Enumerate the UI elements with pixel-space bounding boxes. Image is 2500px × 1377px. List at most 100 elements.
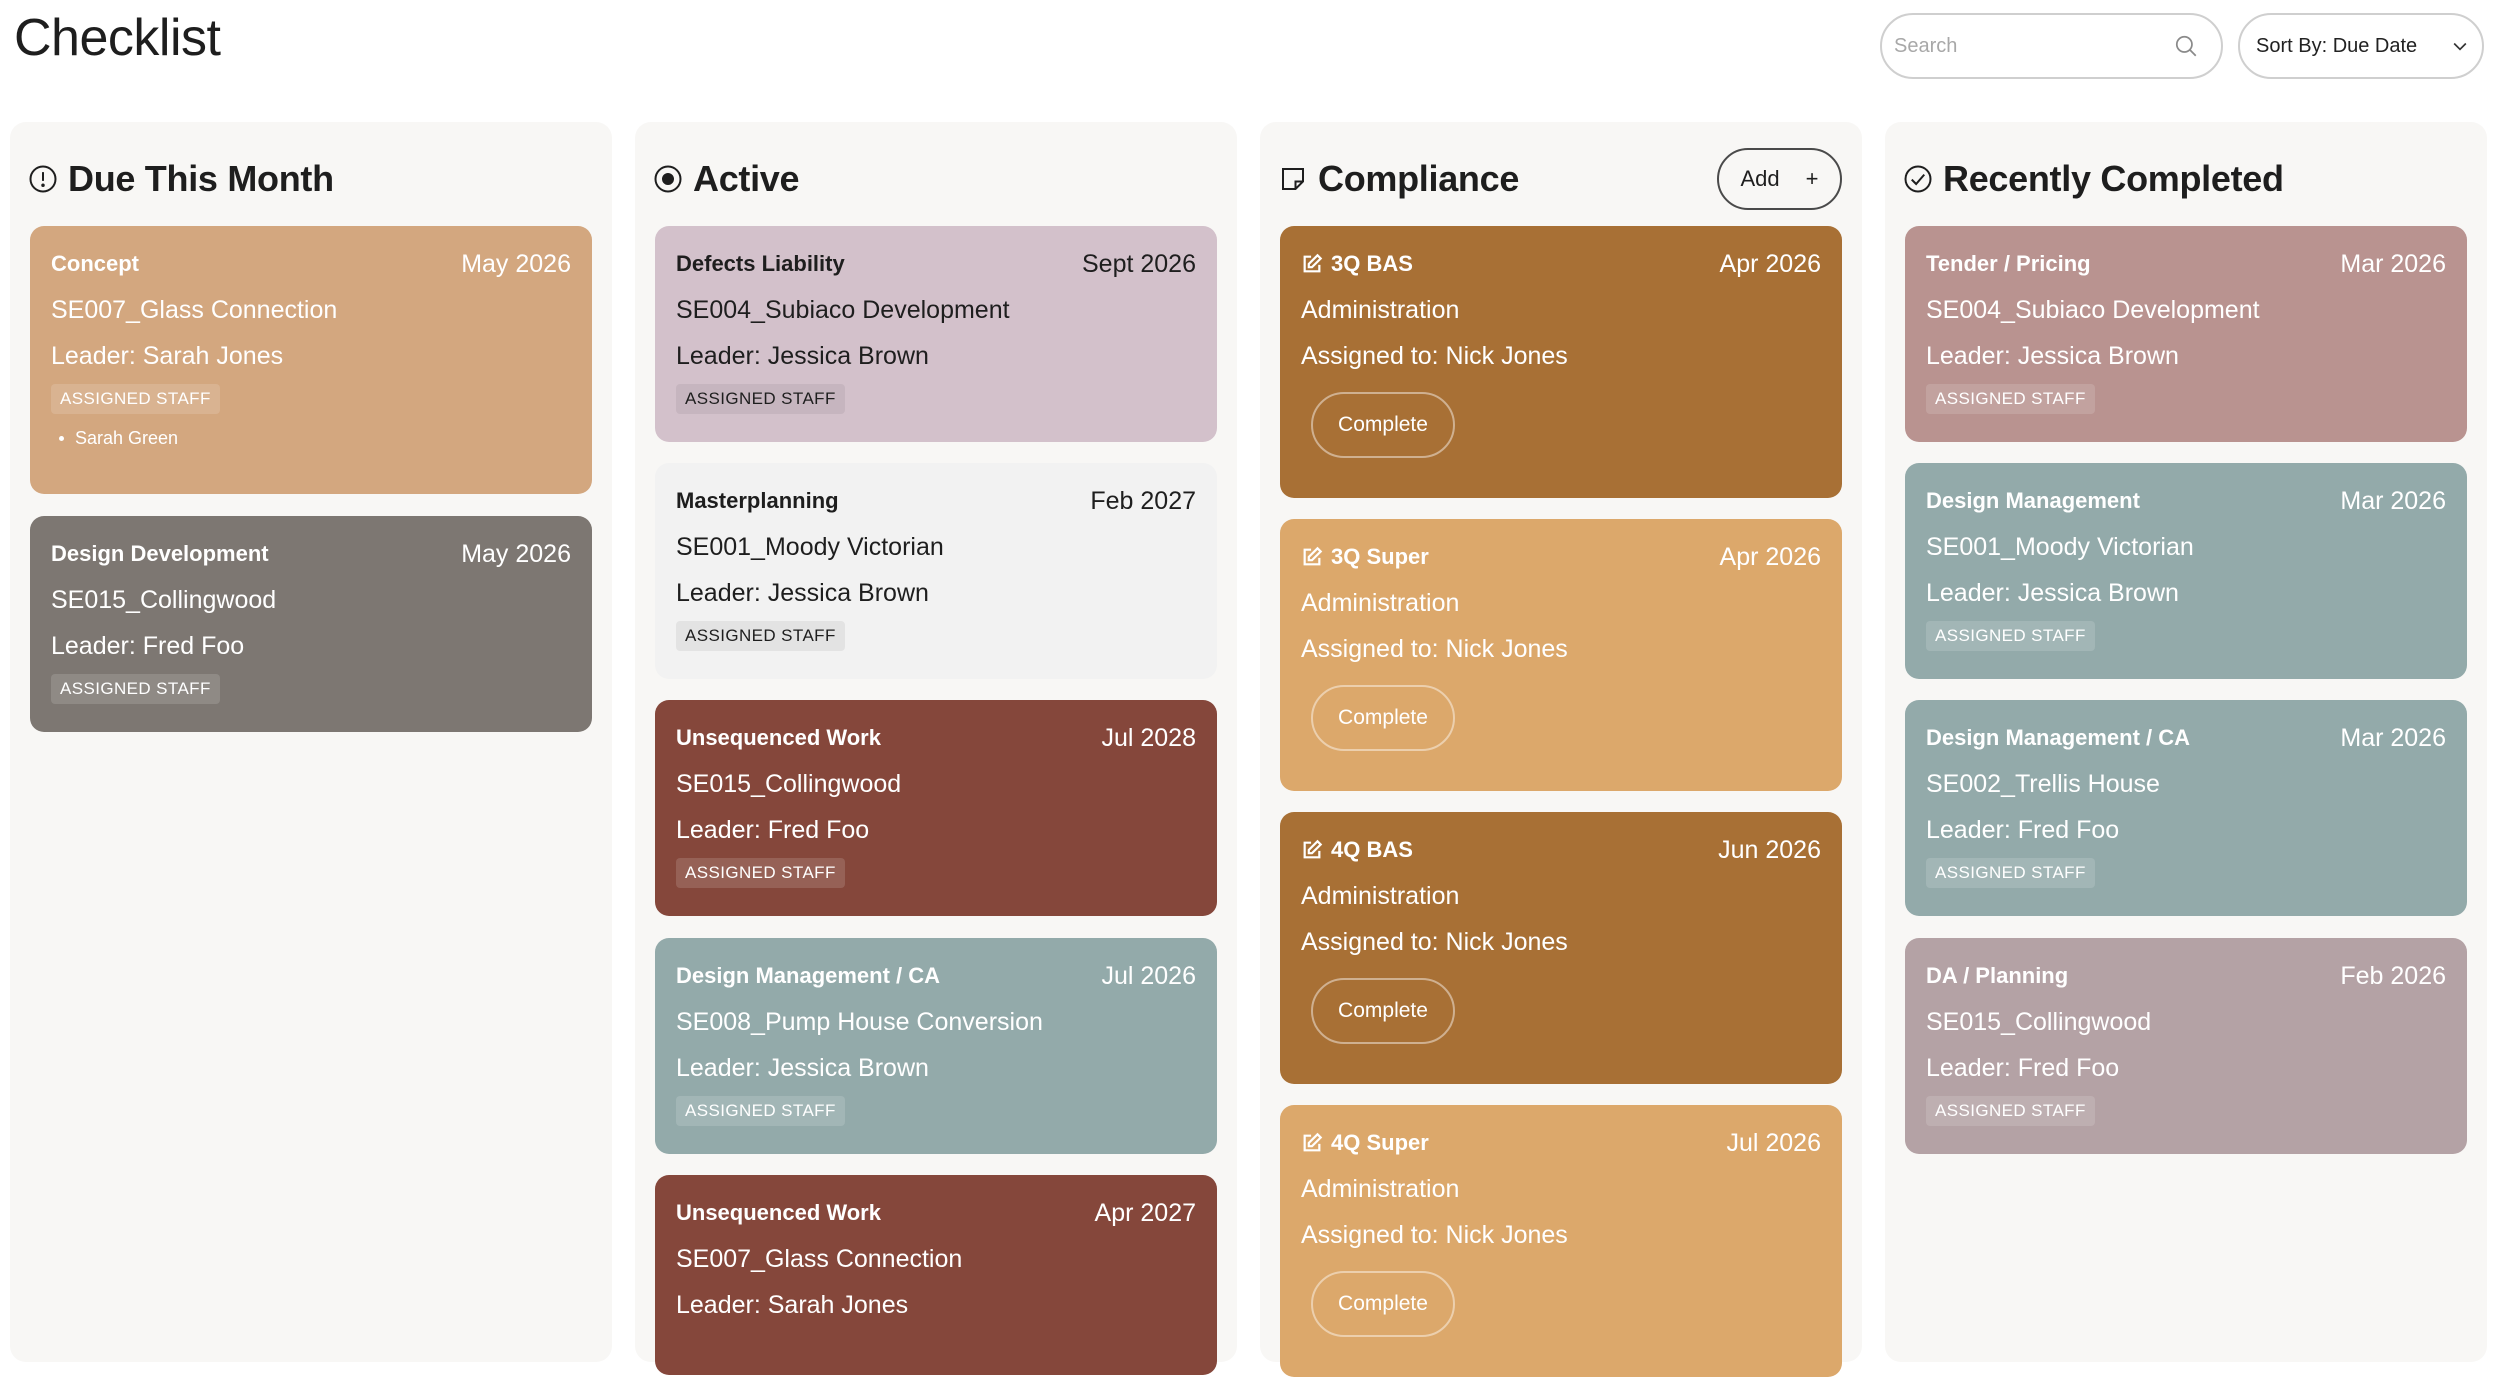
card-project: SE008_Pump House Conversion [676, 1008, 1043, 1036]
edit-icon [1303, 1132, 1323, 1152]
edit-icon [1303, 253, 1323, 273]
assigned-staff-badge: ASSIGNED STAFF [1926, 384, 2095, 414]
card-date: Mar 2026 [2340, 486, 2446, 515]
add-button[interactable]: Add + [1717, 148, 1842, 210]
card-date: Feb 2026 [2340, 961, 2446, 990]
card-project: Administration [1301, 1175, 1460, 1203]
card-leader: Leader: Sarah Jones [676, 1291, 909, 1319]
search-box[interactable] [1880, 13, 2223, 79]
card-assigned: Assigned to: Nick Jones [1301, 928, 1568, 956]
assigned-staff-badge: ASSIGNED STAFF [676, 384, 845, 414]
card-leader: Leader: Jessica Brown [1926, 342, 2179, 370]
card-project: Administration [1301, 296, 1460, 324]
card-category: 4Q BAS [1301, 837, 1413, 863]
compliance-card[interactable]: 4Q BAS Jun 2026 Administration Assigned … [1280, 812, 1842, 1084]
card-leader: Leader: Sarah Jones [51, 342, 284, 370]
complete-button[interactable]: Complete [1311, 1271, 1455, 1337]
sort-label: Sort By: Due Date [2256, 34, 2418, 57]
column-header: Compliance Add + [1278, 148, 1844, 210]
note-icon [1282, 168, 1304, 190]
column-header: Due This Month [28, 152, 594, 206]
card-project: SE007_Glass Connection [51, 296, 338, 324]
compliance-card[interactable]: 3Q BAS Apr 2026 Administration Assigned … [1280, 226, 1842, 498]
checklist-card[interactable]: Masterplanning Feb 2027 SE001_Moody Vict… [655, 463, 1217, 679]
card-category: Defects Liability [676, 251, 845, 276]
card-leader: Leader: Jessica Brown [676, 342, 929, 370]
add-button-label: Add [1740, 166, 1780, 191]
card-category: DA / Planning [1926, 963, 2069, 988]
card-date: Mar 2026 [2340, 249, 2446, 278]
assigned-staff-badge: ASSIGNED STAFF [676, 1096, 845, 1126]
card-category: Unsequenced Work [676, 1200, 881, 1225]
column-compliance: Compliance Add + 3Q BAS Apr 2026 Adminis… [1260, 122, 1862, 1377]
check-circle-icon [1904, 165, 1932, 193]
card-category: 4Q Super [1301, 1130, 1429, 1156]
card-date: Jul 2026 [1726, 1128, 1821, 1157]
column-title: Recently Completed [1943, 158, 2284, 199]
card-date: Sept 2026 [1082, 249, 1196, 278]
compliance-card[interactable]: 4Q Super Jul 2026 Administration Assigne… [1280, 1105, 1842, 1377]
card-leader: Leader: Jessica Brown [676, 579, 929, 607]
complete-button[interactable]: Complete [1311, 978, 1455, 1044]
card-date: Jun 2026 [1718, 835, 1821, 864]
card-assigned: Assigned to: Nick Jones [1301, 1221, 1568, 1249]
card-date: Apr 2027 [1094, 1198, 1196, 1227]
column-title: Compliance [1318, 158, 1520, 199]
checklist-card[interactable]: Design Development May 2026 SE015_Collin… [30, 516, 592, 732]
column-title: Due This Month [68, 158, 334, 199]
card-category: 3Q BAS [1301, 251, 1413, 277]
checklist-card[interactable]: Concept May 2026 SE007_Glass Connection … [30, 226, 592, 494]
assigned-staff-badge: ASSIGNED STAFF [676, 858, 845, 888]
card-category-label: 4Q BAS [1331, 837, 1413, 862]
column-title: Active [693, 158, 800, 199]
card-date: May 2026 [461, 539, 571, 568]
card-date: Apr 2026 [1719, 542, 1821, 571]
card-category: Concept [51, 251, 139, 276]
card-project: SE015_Collingwood [1926, 1008, 2152, 1036]
card-leader: Leader: Fred Foo [1926, 816, 2120, 844]
search-icon[interactable] [2173, 33, 2199, 59]
card-leader: Leader: Fred Foo [1926, 1054, 2120, 1082]
checklist-card[interactable]: Tender / Pricing Mar 2026 SE004_Subiaco … [1905, 226, 2467, 442]
checklist-card[interactable]: Unsequenced Work Jul 2028 SE015_Collingw… [655, 700, 1217, 916]
card-date: May 2026 [461, 249, 571, 278]
checklist-card[interactable]: Design Management / CA Mar 2026 SE002_Tr… [1905, 700, 2467, 916]
card-category: Unsequenced Work [676, 725, 881, 750]
search-input[interactable] [1892, 33, 2173, 59]
complete-button[interactable]: Complete [1311, 685, 1455, 751]
card-project: SE001_Moody Victorian [1926, 533, 2194, 561]
checklist-card[interactable]: Design Management / CA Jul 2026 SE008_Pu… [655, 938, 1217, 1154]
alert-circle-icon [29, 165, 57, 193]
column-recently-completed: Recently Completed Tender / Pricing Mar … [1885, 122, 2487, 1362]
checklist-card[interactable]: DA / Planning Feb 2026 SE015_Collingwood… [1905, 938, 2467, 1154]
assigned-staff-badge: ASSIGNED STAFF [676, 621, 845, 651]
card-project: SE002_Trellis House [1926, 770, 2160, 798]
card-leader: Leader: Fred Foo [676, 816, 870, 844]
card-date: Feb 2027 [1090, 486, 1196, 515]
column-due-this-month: Due This Month Concept May 2026 SE007_Gl… [10, 122, 612, 1362]
assigned-staff-badge: ASSIGNED STAFF [51, 674, 220, 704]
card-assigned: Assigned to: Nick Jones [1301, 635, 1568, 663]
checklist-card[interactable]: Design Management Mar 2026 SE001_Moody V… [1905, 463, 2467, 679]
card-leader: Leader: Jessica Brown [676, 1054, 929, 1082]
sort-dropdown[interactable]: Sort By: Due Date [2238, 13, 2484, 79]
checklist-card[interactable]: Defects Liability Sept 2026 SE004_Subiac… [655, 226, 1217, 442]
compliance-card[interactable]: 3Q Super Apr 2026 Administration Assigne… [1280, 519, 1842, 791]
card-category: 3Q Super [1301, 544, 1429, 570]
card-category: Design Management / CA [1926, 725, 2191, 750]
card-category: Masterplanning [676, 488, 839, 513]
card-project: SE001_Moody Victorian [676, 533, 944, 561]
card-date: Apr 2026 [1719, 249, 1821, 278]
radio-dot-icon [654, 165, 682, 193]
card-date: Mar 2026 [2340, 723, 2446, 752]
complete-button[interactable]: Complete [1311, 392, 1455, 458]
card-project: SE004_Subiaco Development [1926, 296, 2260, 324]
card-category-label: 3Q Super [1331, 544, 1429, 569]
card-assigned: Assigned to: Nick Jones [1301, 342, 1568, 370]
checklist-card[interactable]: Unsequenced Work Apr 2027 SE007_Glass Co… [655, 1175, 1217, 1375]
plus-icon: + [1805, 166, 1819, 191]
card-project: Administration [1301, 882, 1460, 910]
card-category-label: 4Q Super [1331, 1130, 1429, 1155]
edit-icon [1303, 546, 1323, 566]
card-category: Design Management [1926, 488, 2140, 513]
